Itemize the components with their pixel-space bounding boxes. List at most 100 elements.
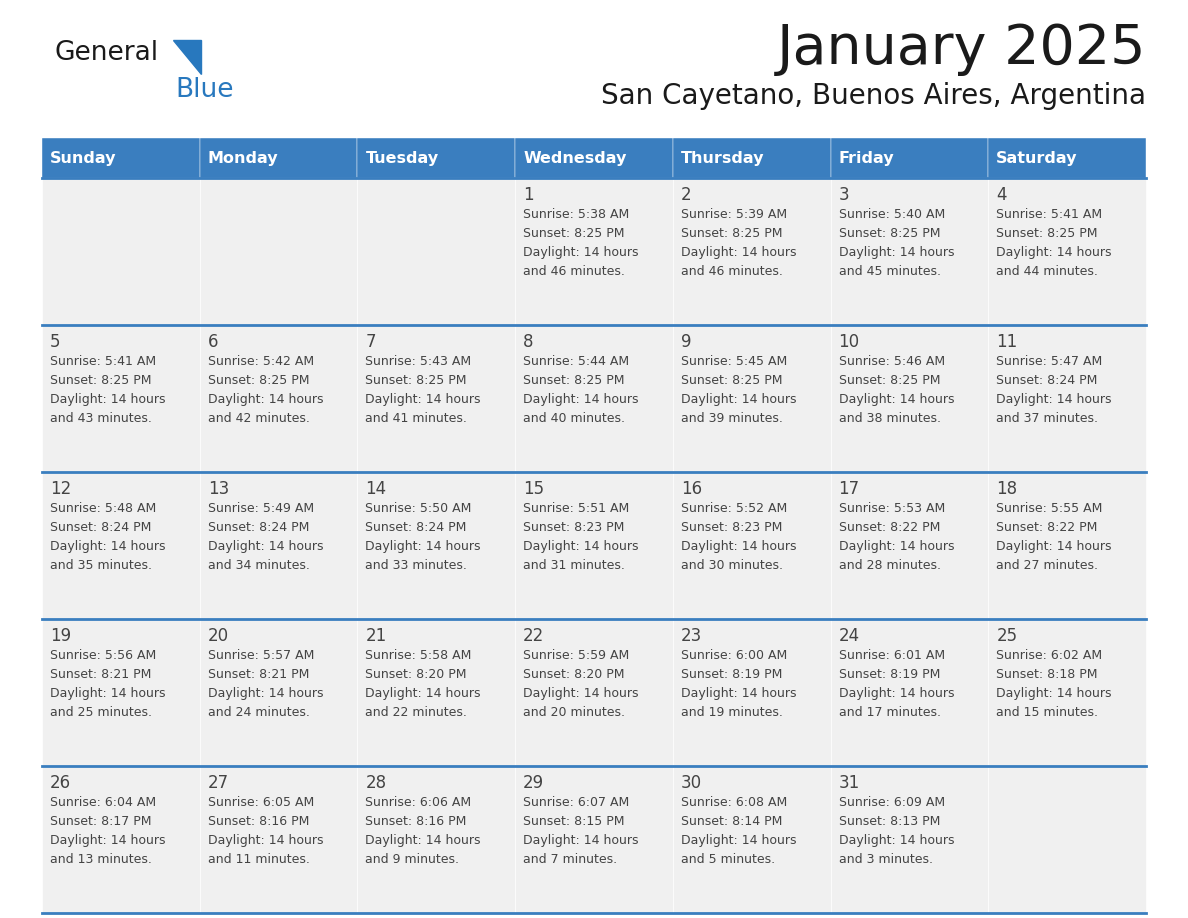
Text: 24: 24	[839, 627, 860, 645]
Text: Sunset: 8:18 PM: Sunset: 8:18 PM	[997, 668, 1098, 681]
Text: and 34 minutes.: and 34 minutes.	[208, 559, 310, 572]
Text: Sunset: 8:22 PM: Sunset: 8:22 PM	[997, 521, 1098, 534]
Text: Sunrise: 5:41 AM: Sunrise: 5:41 AM	[50, 355, 156, 368]
Text: Sunset: 8:25 PM: Sunset: 8:25 PM	[839, 227, 940, 240]
Text: Sunrise: 5:43 AM: Sunrise: 5:43 AM	[366, 355, 472, 368]
Bar	[988, 472, 1146, 619]
Bar	[988, 178, 1146, 325]
Text: Daylight: 14 hours: Daylight: 14 hours	[50, 393, 165, 406]
Text: 2: 2	[681, 186, 691, 204]
Text: Sunrise: 5:40 AM: Sunrise: 5:40 AM	[839, 208, 944, 221]
Text: and 35 minutes.: and 35 minutes.	[50, 559, 152, 572]
Bar	[516, 619, 672, 766]
Text: and 37 minutes.: and 37 minutes.	[997, 412, 1098, 425]
Text: and 40 minutes.: and 40 minutes.	[523, 412, 625, 425]
Text: Sunset: 8:20 PM: Sunset: 8:20 PM	[523, 668, 625, 681]
Text: Sunset: 8:25 PM: Sunset: 8:25 PM	[839, 374, 940, 387]
Text: Wednesday: Wednesday	[523, 151, 626, 166]
Text: Daylight: 14 hours: Daylight: 14 hours	[366, 834, 481, 847]
Bar	[830, 178, 988, 325]
Text: Saturday: Saturday	[997, 151, 1078, 166]
Text: and 46 minutes.: and 46 minutes.	[681, 265, 783, 278]
Bar	[988, 138, 1146, 178]
Bar	[516, 766, 672, 913]
Text: Daylight: 14 hours: Daylight: 14 hours	[839, 834, 954, 847]
Text: Daylight: 14 hours: Daylight: 14 hours	[523, 687, 639, 700]
Text: 16: 16	[681, 480, 702, 498]
Text: Sunset: 8:20 PM: Sunset: 8:20 PM	[366, 668, 467, 681]
Text: General: General	[55, 40, 159, 66]
Text: 7: 7	[366, 333, 375, 351]
Bar	[830, 325, 988, 472]
Text: Sunset: 8:22 PM: Sunset: 8:22 PM	[839, 521, 940, 534]
Text: and 13 minutes.: and 13 minutes.	[50, 853, 152, 866]
Bar	[358, 325, 516, 472]
Text: 15: 15	[523, 480, 544, 498]
Text: Daylight: 14 hours: Daylight: 14 hours	[366, 540, 481, 553]
Text: Sunrise: 5:52 AM: Sunrise: 5:52 AM	[681, 502, 788, 515]
Text: San Cayetano, Buenos Aires, Argentina: San Cayetano, Buenos Aires, Argentina	[601, 82, 1146, 110]
Text: 18: 18	[997, 480, 1017, 498]
Text: and 5 minutes.: and 5 minutes.	[681, 853, 775, 866]
Bar	[42, 619, 200, 766]
Bar	[672, 325, 830, 472]
Text: Sunrise: 5:56 AM: Sunrise: 5:56 AM	[50, 649, 157, 662]
Text: Sunday: Sunday	[50, 151, 116, 166]
Text: 6: 6	[208, 333, 219, 351]
Text: Daylight: 14 hours: Daylight: 14 hours	[681, 540, 796, 553]
Text: and 9 minutes.: and 9 minutes.	[366, 853, 460, 866]
Text: Sunrise: 5:59 AM: Sunrise: 5:59 AM	[523, 649, 630, 662]
Text: Sunrise: 5:53 AM: Sunrise: 5:53 AM	[839, 502, 944, 515]
Bar	[516, 138, 672, 178]
Text: 28: 28	[366, 774, 386, 792]
Text: 23: 23	[681, 627, 702, 645]
Bar	[358, 766, 516, 913]
Text: and 15 minutes.: and 15 minutes.	[997, 706, 1098, 719]
Text: and 38 minutes.: and 38 minutes.	[839, 412, 941, 425]
Text: and 11 minutes.: and 11 minutes.	[208, 853, 310, 866]
Text: 19: 19	[50, 627, 71, 645]
Text: and 30 minutes.: and 30 minutes.	[681, 559, 783, 572]
Bar	[42, 325, 200, 472]
Text: 10: 10	[839, 333, 860, 351]
Text: Sunrise: 6:00 AM: Sunrise: 6:00 AM	[681, 649, 788, 662]
Bar	[42, 178, 200, 325]
Text: Daylight: 14 hours: Daylight: 14 hours	[997, 393, 1112, 406]
Text: and 46 minutes.: and 46 minutes.	[523, 265, 625, 278]
Text: Daylight: 14 hours: Daylight: 14 hours	[839, 246, 954, 259]
Text: Tuesday: Tuesday	[366, 151, 438, 166]
Text: Sunrise: 5:45 AM: Sunrise: 5:45 AM	[681, 355, 788, 368]
Text: 1: 1	[523, 186, 533, 204]
Text: 4: 4	[997, 186, 1006, 204]
Text: and 31 minutes.: and 31 minutes.	[523, 559, 625, 572]
Text: Daylight: 14 hours: Daylight: 14 hours	[681, 687, 796, 700]
Bar	[988, 619, 1146, 766]
Text: Sunrise: 5:57 AM: Sunrise: 5:57 AM	[208, 649, 314, 662]
Text: 12: 12	[50, 480, 71, 498]
Text: Sunrise: 6:07 AM: Sunrise: 6:07 AM	[523, 796, 630, 809]
Text: 25: 25	[997, 627, 1017, 645]
Bar	[358, 619, 516, 766]
Bar	[672, 619, 830, 766]
Text: Daylight: 14 hours: Daylight: 14 hours	[839, 687, 954, 700]
Bar	[200, 138, 358, 178]
Text: Sunset: 8:23 PM: Sunset: 8:23 PM	[523, 521, 625, 534]
Text: Sunset: 8:21 PM: Sunset: 8:21 PM	[50, 668, 151, 681]
Text: Sunrise: 5:50 AM: Sunrise: 5:50 AM	[366, 502, 472, 515]
Text: Sunrise: 6:01 AM: Sunrise: 6:01 AM	[839, 649, 944, 662]
Text: Daylight: 14 hours: Daylight: 14 hours	[681, 246, 796, 259]
Bar	[200, 472, 358, 619]
Bar	[358, 472, 516, 619]
Text: and 33 minutes.: and 33 minutes.	[366, 559, 467, 572]
Text: and 27 minutes.: and 27 minutes.	[997, 559, 1098, 572]
Text: Sunset: 8:19 PM: Sunset: 8:19 PM	[681, 668, 782, 681]
Text: Sunset: 8:25 PM: Sunset: 8:25 PM	[681, 374, 783, 387]
Text: 13: 13	[208, 480, 229, 498]
Text: Daylight: 14 hours: Daylight: 14 hours	[523, 246, 639, 259]
Text: Sunset: 8:25 PM: Sunset: 8:25 PM	[366, 374, 467, 387]
Text: Daylight: 14 hours: Daylight: 14 hours	[50, 834, 165, 847]
Text: Sunrise: 6:02 AM: Sunrise: 6:02 AM	[997, 649, 1102, 662]
Text: 21: 21	[366, 627, 386, 645]
Text: 9: 9	[681, 333, 691, 351]
Bar	[988, 325, 1146, 472]
